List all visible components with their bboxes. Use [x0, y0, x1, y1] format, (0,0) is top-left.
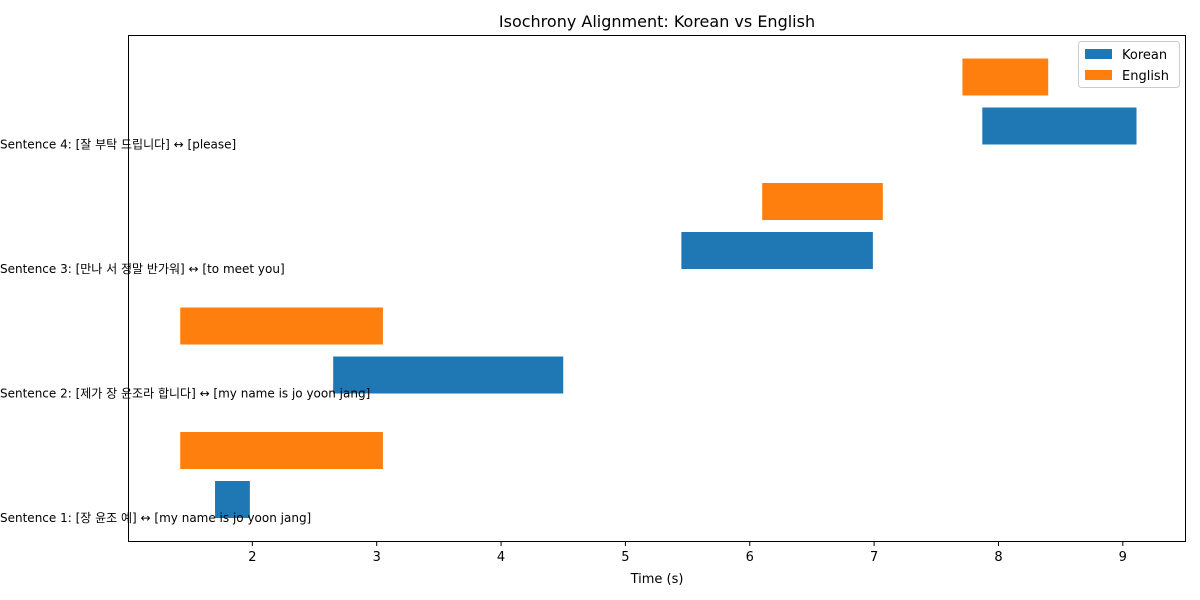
x-tick-label: 3 [373, 550, 381, 565]
english-bar-sentence-2 [180, 307, 383, 345]
x-tick-label: 6 [746, 550, 754, 565]
sentence-label-4: Sentence 4: [잘 부탁 드립니다] ↔ [please] [0, 138, 236, 152]
english-bar-sentence-4 [962, 58, 1049, 96]
chart-title: Isochrony Alignment: Korean vs English [499, 12, 815, 31]
sentence-label-1: Sentence 1: [장 윤조 예] ↔ [my name is jo yo… [0, 511, 311, 525]
korean-bar-sentence-2 [333, 356, 564, 394]
sentence-label-3: Sentence 3: [만나 서 정말 반가워] ↔ [to meet you… [0, 262, 285, 276]
x-tick-label: 7 [870, 550, 878, 565]
legend-swatch-korean [1085, 49, 1112, 59]
korean-bar-sentence-4 [982, 107, 1137, 145]
bars-layer [180, 58, 1137, 518]
x-axis-label: Time (s) [630, 572, 684, 587]
x-tick-label: 8 [994, 550, 1002, 565]
x-tick-label: 9 [1119, 550, 1127, 565]
english-bar-sentence-1 [180, 432, 383, 469]
plot-frame [128, 35, 1186, 542]
legend-label-english: English [1122, 69, 1169, 84]
english-bar-sentence-3 [762, 183, 883, 220]
legend-swatch-english [1085, 70, 1112, 80]
x-tick-label: 2 [248, 550, 256, 565]
legend: Korean English [1078, 41, 1180, 88]
x-tick-label: 5 [621, 550, 629, 565]
legend-label-korean: Korean [1122, 48, 1167, 63]
x-tick-label: 4 [497, 550, 505, 565]
korean-bar-sentence-1 [215, 481, 250, 518]
sentence-label-2: Sentence 2: [제가 장 윤조라 합니다] ↔ [my name is… [0, 387, 370, 401]
x-axis: 2 3 4 5 6 7 8 9 [248, 541, 1127, 565]
korean-bar-sentence-3 [681, 232, 873, 269]
row-labels: Sentence 1: [장 윤조 예] ↔ [my name is jo yo… [0, 138, 370, 526]
